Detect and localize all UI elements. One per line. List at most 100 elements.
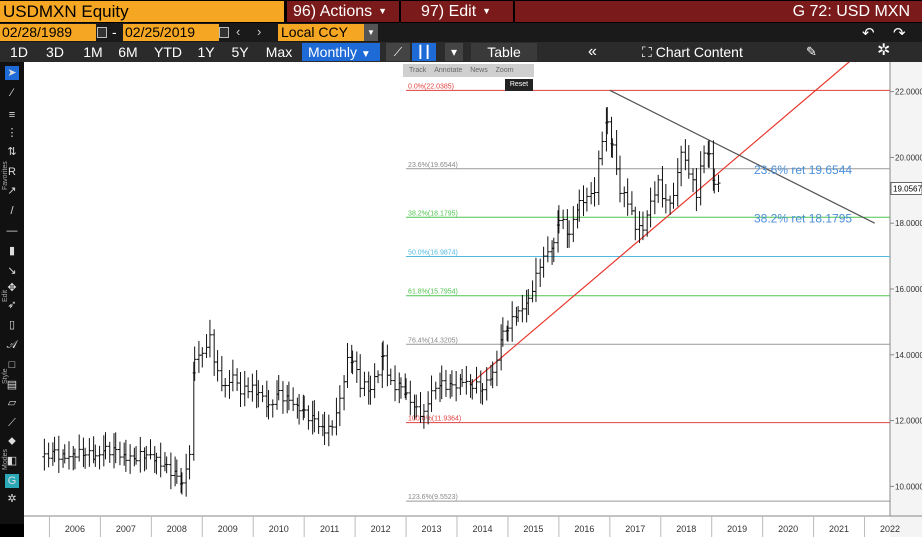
channel-icon[interactable]: ⇅ xyxy=(7,146,17,158)
period-1d-button[interactable]: 1D xyxy=(10,44,28,60)
note-icon[interactable]: ▤ xyxy=(6,379,18,391)
calendar-icon[interactable] xyxy=(219,27,229,38)
edit-label: Edit xyxy=(2,289,9,302)
date-range-bar xyxy=(0,23,922,42)
x-tick-label: 2011 xyxy=(320,524,339,534)
period-1m-button[interactable]: 1M xyxy=(83,44,103,60)
x-tick-label: 2022 xyxy=(880,524,900,534)
trendline-icon[interactable]: ∕ xyxy=(11,87,13,99)
tag-icon[interactable]: ◧ xyxy=(6,455,18,467)
end-date-input[interactable]: 02/25/2019 xyxy=(123,24,219,41)
currency-select[interactable]: Local CCY xyxy=(278,24,364,41)
chart-background xyxy=(24,62,922,537)
graph-title: G 72: USD MXN xyxy=(792,3,910,20)
title-bar-fill xyxy=(515,1,922,22)
line-chart-icon[interactable]: ⟋ xyxy=(386,43,410,61)
fib-level-label: 76.4%(14.3205) xyxy=(408,337,458,344)
frequency-select[interactable]: Monthly ▼ xyxy=(302,43,380,61)
news-tool[interactable]: News xyxy=(470,67,488,74)
x-tick-label: 2007 xyxy=(116,524,136,534)
ray-icon[interactable]: ↗ xyxy=(7,185,17,197)
chevron-down-icon[interactable]: ▾ xyxy=(445,43,463,61)
modes-label: Modes xyxy=(2,448,9,470)
period-3d-button[interactable]: 3D xyxy=(46,44,64,60)
annotate-tool[interactable]: Annotate xyxy=(434,67,463,74)
date-separator: - xyxy=(112,24,117,40)
y-tick-label: 16.0000 xyxy=(895,285,922,294)
settings-icon[interactable]: ✲ xyxy=(7,493,17,505)
next-period-icon[interactable]: › xyxy=(257,24,262,39)
fib-level-label: 0.0%(22.0385) xyxy=(408,83,454,90)
arrow-icon[interactable]: ↘ xyxy=(7,265,17,277)
undo-icon[interactable]: ↶ xyxy=(862,25,875,42)
security-ticker-field[interactable]: USDMXN Equity xyxy=(0,1,284,22)
x-tick-label: 2021 xyxy=(829,524,849,534)
chevron-down-icon[interactable]: ▼ xyxy=(364,24,378,41)
actions-menu-number: 96) xyxy=(293,3,317,20)
pencil-icon[interactable]: ✎ xyxy=(806,44,817,59)
calendar-icon[interactable] xyxy=(97,27,107,38)
period-5y-button[interactable]: 5Y xyxy=(231,44,249,60)
chart-content-button[interactable]: ⛶ Chart Content xyxy=(642,42,743,62)
track-tool[interactable]: Track xyxy=(409,67,427,74)
x-tick-label: 2009 xyxy=(218,524,238,534)
horizontal-line-icon[interactable]: — xyxy=(6,225,18,237)
y-tick-label: 10.0000 xyxy=(895,482,922,491)
last-price-box xyxy=(890,182,922,195)
y-tick-label: 12.0000 xyxy=(895,417,922,426)
pen-icon[interactable]: ⟋ xyxy=(8,417,16,429)
chevron-down-icon: ▼ xyxy=(378,6,388,17)
x-tick-label: 2017 xyxy=(625,524,645,534)
y-tick-label: 14.0000 xyxy=(895,351,922,360)
reset-button[interactable]: Reset xyxy=(505,79,533,91)
table-button[interactable]: Table xyxy=(471,43,537,61)
y-tick-label: 18.0000 xyxy=(895,219,922,228)
edit-menu-label: Edit xyxy=(448,3,477,20)
bar-chart-icon[interactable]: ┃┃ xyxy=(412,43,436,61)
line-tool-icon[interactable]: / xyxy=(10,205,14,217)
period-max-button[interactable]: Max xyxy=(265,44,293,60)
fib-level-label: 38.2%(18.1795) xyxy=(408,210,458,217)
fib-fan-icon[interactable]: ⋮ xyxy=(6,127,18,139)
y-tick-label: 20.0000 xyxy=(895,153,922,162)
edit-menu[interactable]: 97) Edit ▼ xyxy=(401,1,513,22)
green-mode-icon[interactable]: G xyxy=(5,474,19,488)
fibonacci-icon[interactable]: ≡ xyxy=(8,109,16,121)
chevron-down-icon: ▼ xyxy=(482,6,492,17)
price-chart[interactable]: 2006 2007 2008 2009 2010 2011 2012 2013 2014 2015… xyxy=(24,62,922,537)
redo-icon[interactable]: ↷ xyxy=(893,25,906,42)
select-icon[interactable]: ➶ xyxy=(7,299,17,311)
favorites-label: Favorites xyxy=(2,161,9,190)
zoom-tool[interactable]: Zoom xyxy=(495,67,514,74)
move-icon[interactable]: ✥ xyxy=(7,282,17,294)
period-ytd-button[interactable]: YTD xyxy=(154,44,182,60)
start-date-input[interactable]: 02/28/1989 xyxy=(0,24,96,41)
actions-menu[interactable]: 96) Actions ▼ xyxy=(287,1,399,22)
period-1y-button[interactable]: 1Y xyxy=(197,44,215,60)
fib-level-label: 100.0%(11.9364) xyxy=(408,416,461,423)
collapse-icon[interactable]: « xyxy=(588,43,597,60)
rectangle-icon[interactable]: ▮ xyxy=(8,245,16,257)
period-6m-button[interactable]: 6M xyxy=(118,44,138,60)
fib-level-label: 123.6%(9.5523) xyxy=(408,494,458,501)
retracement-annotation: 23.6% ret 19.6544 xyxy=(754,163,852,177)
shape-icon[interactable]: ⬥ xyxy=(8,435,16,447)
x-tick-label: 2012 xyxy=(371,524,391,534)
chevron-down-icon: ▼ xyxy=(360,49,371,60)
frequency-label: Monthly xyxy=(308,44,358,60)
retracement-icon[interactable]: R xyxy=(8,166,16,178)
prev-period-icon[interactable]: ‹ xyxy=(236,24,241,39)
brush-icon[interactable]: 𝒜 xyxy=(6,339,18,351)
downtrend-line xyxy=(609,89,875,224)
chart-icon: ⛶ xyxy=(642,44,652,60)
edit-menu-number: 97) xyxy=(421,3,445,20)
eraser-icon[interactable]: ▱ xyxy=(7,397,17,409)
x-tick-label: 2013 xyxy=(422,524,442,534)
square-icon[interactable]: □ xyxy=(8,359,16,371)
cursor-icon[interactable]: ➤ xyxy=(5,66,19,80)
x-tick-label: 2016 xyxy=(574,524,594,534)
gear-icon[interactable]: ✲ xyxy=(877,42,891,59)
fib-level-label: 61.8%(15.7954) xyxy=(408,289,458,296)
x-tick-label: 2015 xyxy=(523,524,543,534)
delete-icon[interactable]: ▯ xyxy=(8,319,16,331)
